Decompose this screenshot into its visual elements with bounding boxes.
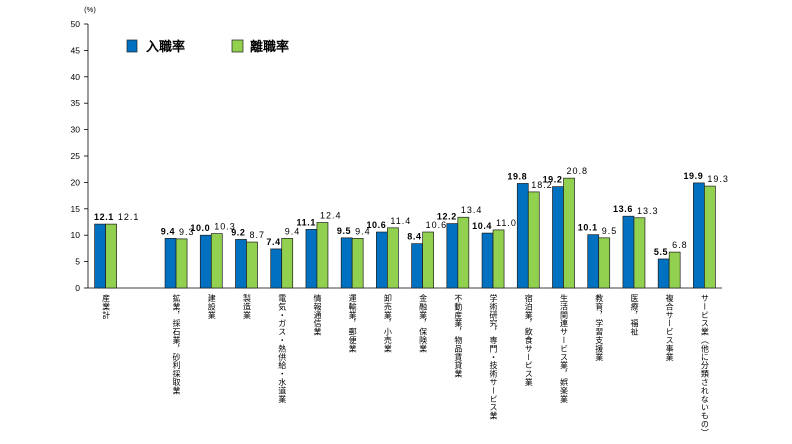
y-tick-label: 35 [71,98,81,108]
legend-label-series-0: 入職率 [146,39,185,55]
bar-series-0-item-15 [657,258,670,289]
y-tick-label: 15 [71,204,81,214]
y-tick-label: 50 [71,19,81,29]
data-label-series-1-item-5: 12.4 [320,211,342,221]
data-label-series-1-item-12: 20.8 [567,166,589,176]
bar-series-0-item-5 [305,229,318,289]
bar-series-1-item-13 [598,237,611,289]
data-label-series-0-item-11: 19.8 [507,171,527,181]
y-tick-label: 10 [71,230,81,240]
bar-series-0-item-0 [94,223,106,289]
bar-series-1-item-11 [527,191,540,289]
bar-series-0-item-7 [376,231,388,289]
data-label-series-1-item-8: 10.6 [426,220,448,230]
bar-series-1-item-15 [668,251,681,289]
data-label-series-0-item-7: 10.6 [366,220,386,230]
data-label-series-0-item-10: 10.4 [472,221,492,231]
bar-series-0-item-10 [481,232,494,289]
bar-series-1-item-0 [105,223,117,289]
bar-series-0-item-9 [446,223,459,289]
bar-series-0-item-14 [622,215,635,289]
bar-series-0-item-12 [552,186,564,289]
data-label-series-1-item-15: 6.8 [672,240,688,250]
bar-series-0-item-4 [270,248,283,289]
data-label-series-1-item-0: 12.1 [118,212,140,222]
legend-swatch-series-0 [126,39,138,53]
bar-series-1-item-14 [633,217,646,289]
y-tick-label: 30 [71,125,81,135]
bar-series-1-item-2 [210,233,223,289]
bar-series-0-item-8 [411,243,423,289]
y-tick-label: 40 [71,72,81,82]
bar-series-1-item-10 [492,229,505,289]
bar-series-1-item-4 [281,238,294,289]
bar-series-0-item-3 [235,239,247,289]
legend: 入職率 離職率 [126,39,289,55]
data-label-series-0-item-0: 12.1 [94,212,114,222]
bar-series-0-item-13 [587,234,600,289]
data-label-series-1-item-14: 13.3 [637,206,659,216]
bar-series-0-item-1 [164,238,177,289]
chart-marks: 0 5 10 15 20 25 30 35 40 45 50(%) 12.1 9.4 10.0 9.2 7.4… [71,5,729,293]
data-label-series-1-item-10: 11.0 [496,218,517,228]
bar-series-1-item-3 [246,241,258,289]
bar-series-1-item-7 [387,227,399,289]
data-label-series-1-item-13: 9.5 [602,226,618,236]
bar-series-0-item-2 [199,234,212,289]
data-label-series-0-item-14: 13.6 [613,204,633,214]
y-tick-label: 20 [71,177,81,187]
y-tick-label: 25 [71,151,81,161]
data-label-series-0-item-8: 8.4 [407,232,421,242]
bar-series-0-item-6 [340,237,353,289]
data-label-series-1-item-6: 9.4 [355,226,371,236]
bar-series-1-item-9 [457,216,470,289]
bar-series-1-item-5 [316,222,329,289]
data-label-series-0-item-13: 10.1 [578,223,598,233]
data-label-series-0-item-16: 19.9 [683,171,703,181]
data-label-series-1-item-16: 19.3 [707,174,729,184]
data-label-series-1-item-9: 13.4 [461,205,483,215]
data-label-series-0-item-3: 9.2 [231,227,245,237]
data-label-series-0-item-5: 11.1 [297,217,316,227]
legend-label-series-1: 離職率 [250,39,289,55]
data-label-series-0-item-1: 9.4 [161,226,175,236]
y-tick-label: 45 [71,45,81,55]
data-label-series-1-item-4: 9.4 [285,226,301,236]
bar-series-1-item-16 [704,185,716,289]
data-label-series-0-item-12: 19.2 [543,175,563,185]
bar-series-0-item-11 [516,183,529,289]
y-axis-unit-label: (%) [84,5,96,14]
legend-swatch-series-1 [231,39,244,53]
bar-series-1-item-6 [351,238,364,289]
data-label-series-1-item-2: 10.3 [214,222,236,232]
data-label-series-1-item-11: 18.2 [531,180,553,190]
data-label-series-0-item-2: 10.0 [190,223,210,233]
data-label-series-0-item-4: 7.4 [266,237,280,247]
data-label-series-0-item-6: 9.5 [337,226,351,236]
y-tick-label: 0 [75,283,80,293]
bar-series-0-item-16 [693,182,705,289]
data-label-series-1-item-1: 9.3 [179,227,195,237]
bar-series-1-item-12 [563,177,575,289]
data-label-series-1-item-3: 8.7 [250,230,266,240]
bar-series-1-item-1 [175,238,188,289]
data-label-series-0-item-15: 5.5 [654,247,668,257]
bar-series-1-item-8 [422,231,434,289]
y-tick-label: 5 [75,257,80,267]
data-label-series-1-item-7: 11.4 [390,216,411,226]
data-label-series-0-item-9: 12.2 [437,212,457,222]
